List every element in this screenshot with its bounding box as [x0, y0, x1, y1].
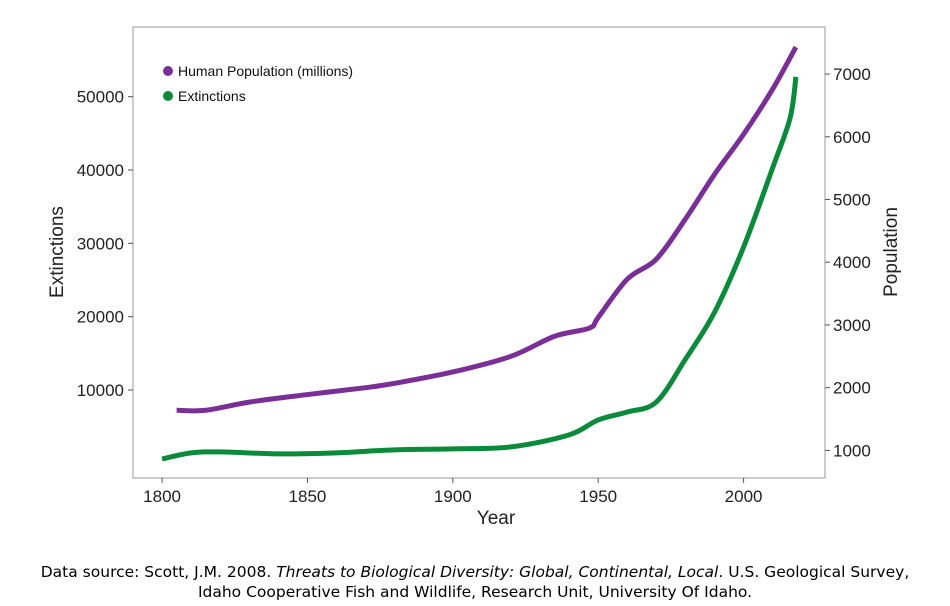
x-tick-label: 1800 [143, 487, 181, 506]
y-left-tick-label: 30000 [77, 234, 124, 253]
legend-marker-extinctions [163, 91, 173, 101]
y-right-tick-label: 3000 [833, 316, 871, 335]
data-source-line1: Data source: Scott, J.M. 2008. Threats t… [0, 563, 950, 581]
source-publisher: . U.S. Geological Survey, [718, 563, 910, 581]
y-right-tick-label: 7000 [833, 65, 871, 84]
x-tick-label: 2000 [725, 487, 763, 506]
y-axis-left-label: Extinctions [47, 206, 68, 298]
y-right-tick-label: 2000 [833, 379, 871, 398]
series-line-population [176, 45, 799, 414]
x-tick-label: 1950 [579, 487, 617, 506]
data-source-line2: Idaho Cooperative Fish and Wildlife, Res… [197, 583, 753, 601]
legend-label-extinctions: Extinctions [178, 88, 246, 104]
y-right-tick-label: 1000 [833, 441, 871, 460]
legend-marker-population [163, 66, 173, 76]
y-left-tick-label: 20000 [77, 308, 124, 327]
y-left-tick-label: 10000 [77, 381, 124, 400]
source-text: Data source: Scott, J.M. 2008. [40, 563, 277, 581]
x-axis-label: Year [477, 508, 516, 529]
x-tick-label: 1900 [434, 487, 472, 506]
legend: Human Population (millions) Extinctions [163, 63, 353, 104]
y-axis-right-label: Population [881, 207, 902, 297]
y-right-tick-label: 5000 [833, 190, 871, 209]
y-right-tick-label: 4000 [833, 253, 871, 272]
source-title: Threats to Biological Diversity: Global,… [276, 563, 719, 581]
y-left-tick-label: 40000 [77, 161, 124, 180]
x-tick-label: 1850 [289, 487, 327, 506]
legend-label-population: Human Population (millions) [178, 63, 353, 79]
series-line-extinctions [161, 76, 799, 462]
y-left-tick-label: 50000 [77, 88, 124, 107]
y-right-tick-label: 6000 [833, 128, 871, 147]
